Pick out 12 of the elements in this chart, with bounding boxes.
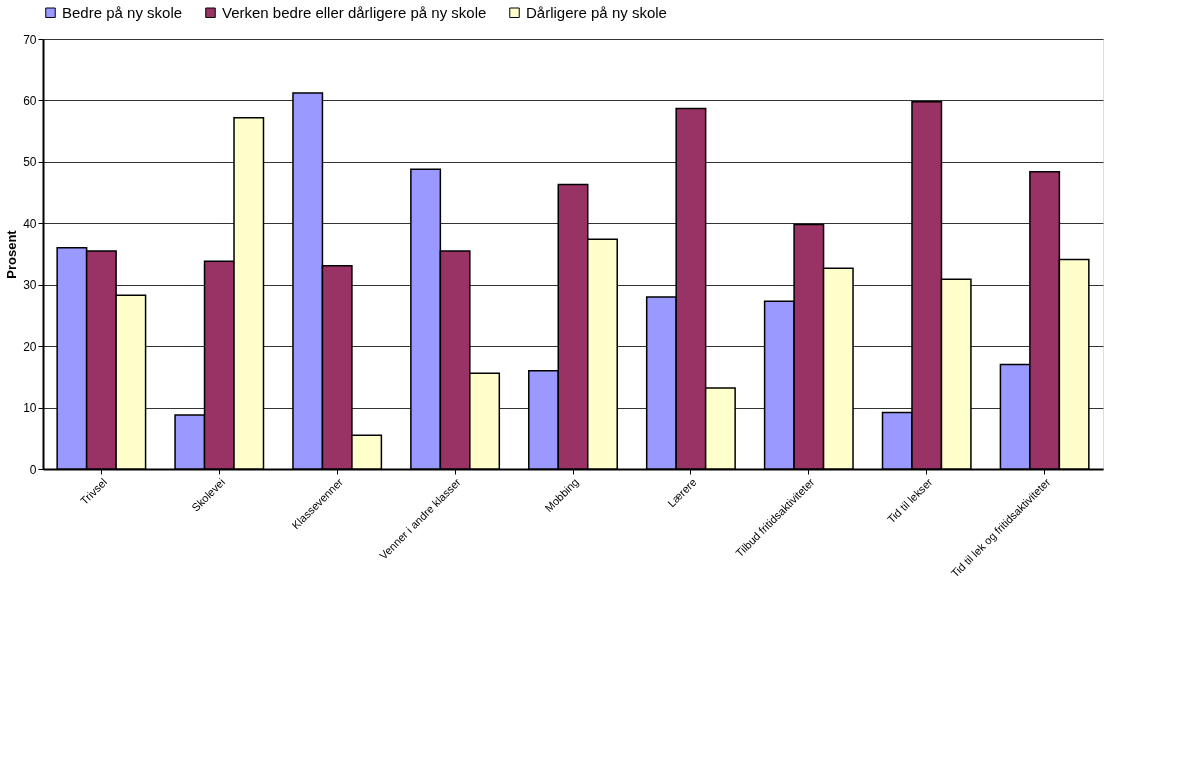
y-tick-label: 10	[23, 401, 37, 416]
y-tick-label: 70	[23, 32, 37, 47]
y-tick-label: 20	[23, 339, 37, 354]
y-tick-label: 30	[23, 278, 37, 293]
legend-label: Dårligere på ny skole	[526, 3, 667, 21]
y-tick-label: 60	[23, 93, 37, 108]
y-tick-label: 50	[23, 155, 37, 170]
y-axis-title: Prosent	[4, 229, 20, 279]
y-tick-label: 40	[23, 216, 37, 231]
y-tick-label: 0	[29, 462, 37, 477]
legend-label: Verken bedre eller dårligere på ny skole	[222, 3, 487, 21]
legend-label: Bedre på ny skole	[62, 3, 183, 21]
